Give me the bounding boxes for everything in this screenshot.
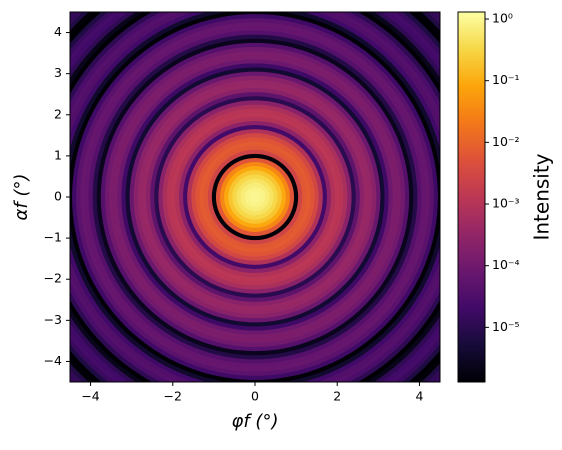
y-tick-label: 0 bbox=[54, 189, 62, 204]
y-tick-label: −2 bbox=[44, 271, 62, 286]
heatmap bbox=[70, 12, 440, 382]
colorbar-tick-label: 10⁰ bbox=[492, 11, 513, 26]
y-tick-label: 4 bbox=[54, 24, 62, 39]
x-tick-label: 0 bbox=[251, 389, 259, 404]
y-axis-label: αf (°) bbox=[11, 174, 32, 221]
y-tick-label: −1 bbox=[44, 230, 62, 245]
x-tick-label: −2 bbox=[164, 389, 182, 404]
colorbar-tick-label: 10⁻¹ bbox=[492, 72, 520, 87]
intensity-ring bbox=[252, 194, 258, 200]
colorbar-tick-label: 10⁻³ bbox=[492, 196, 520, 211]
colorbar-tick-label: 10⁻⁵ bbox=[492, 319, 520, 334]
y-tick-label: 2 bbox=[54, 106, 62, 121]
y-tick-label: −3 bbox=[44, 312, 62, 327]
x-axis-label: φf (°) bbox=[232, 411, 279, 432]
y-tick-label: 1 bbox=[54, 147, 62, 162]
x-tick-label: 2 bbox=[333, 389, 341, 404]
colorbar bbox=[458, 12, 485, 382]
colorbar-tick-label: 10⁻⁴ bbox=[492, 257, 520, 272]
colorbar-tick-label: 10⁻² bbox=[492, 134, 520, 149]
y-tick-label: −4 bbox=[44, 353, 62, 368]
x-tick-label: −4 bbox=[81, 389, 99, 404]
colorbar-frame bbox=[457, 11, 486, 383]
x-tick-label: 4 bbox=[415, 389, 423, 404]
colorbar-label: Intensity bbox=[530, 153, 554, 240]
y-tick-label: 3 bbox=[54, 65, 62, 80]
